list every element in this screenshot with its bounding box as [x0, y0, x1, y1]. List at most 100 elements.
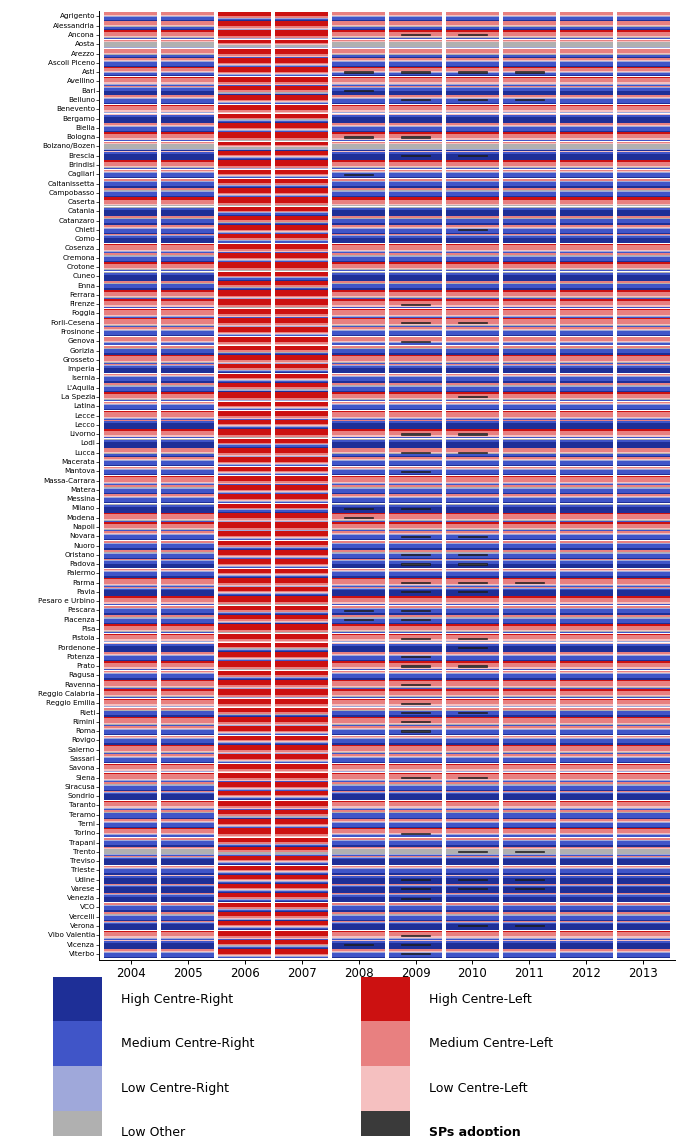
Bar [275, 225, 328, 229]
Bar [446, 257, 499, 260]
Bar [617, 368, 670, 374]
Bar [275, 72, 328, 73]
Bar [617, 635, 670, 640]
Bar [275, 189, 328, 192]
Bar [389, 640, 442, 641]
Bar [446, 869, 499, 874]
Bar [560, 110, 612, 111]
Bar [446, 476, 499, 477]
Bar [617, 700, 670, 704]
Bar [332, 482, 385, 483]
Bar [332, 886, 385, 887]
Bar [219, 427, 271, 428]
Bar [104, 528, 157, 529]
Bar [275, 45, 328, 47]
Bar [332, 89, 385, 91]
Bar [219, 95, 271, 100]
Bar [446, 139, 499, 140]
Bar [332, 66, 385, 67]
Bar [219, 799, 271, 800]
Bar [275, 133, 328, 137]
Bar [617, 424, 670, 429]
Bar [162, 152, 214, 154]
Bar [446, 244, 499, 245]
Bar [219, 917, 271, 918]
Text: High Centre-Left: High Centre-Left [429, 993, 532, 1005]
Bar [560, 736, 612, 737]
Bar [560, 315, 612, 316]
Bar [617, 236, 670, 237]
Bar [162, 393, 214, 398]
Bar [389, 250, 442, 251]
Bar [617, 386, 670, 391]
Bar [162, 858, 214, 860]
Bar [389, 540, 442, 541]
Bar [104, 345, 157, 348]
Bar [560, 382, 612, 383]
Bar [389, 440, 442, 442]
Bar [162, 613, 214, 615]
Bar [162, 77, 214, 78]
Bar [104, 296, 157, 298]
Bar [275, 857, 328, 860]
Bar [332, 374, 385, 376]
Bar [389, 819, 442, 821]
Bar [219, 690, 271, 694]
Bar [275, 563, 328, 565]
Bar [446, 289, 499, 290]
Bar [275, 894, 328, 897]
Bar [560, 27, 612, 30]
Bar [617, 89, 670, 91]
Bar [104, 876, 157, 878]
Bar [104, 932, 157, 936]
Bar [219, 198, 271, 202]
Bar [275, 694, 328, 696]
Bar [389, 361, 442, 362]
Bar [219, 573, 271, 575]
Bar [560, 73, 612, 75]
Bar [446, 95, 499, 97]
Bar [275, 438, 328, 443]
Bar [275, 20, 328, 26]
Bar [560, 494, 612, 496]
Bar [446, 22, 499, 25]
Bar [219, 327, 271, 332]
Bar [219, 133, 271, 137]
Bar [503, 461, 556, 465]
Bar [219, 127, 271, 128]
Bar [389, 711, 442, 716]
Bar [446, 920, 499, 921]
Bar [446, 762, 499, 763]
Bar [617, 513, 670, 515]
Bar [560, 309, 612, 310]
Bar [617, 822, 670, 827]
Bar [162, 953, 214, 957]
Bar [162, 189, 214, 190]
Bar [104, 667, 157, 669]
Bar [617, 630, 670, 632]
Bar [446, 910, 499, 912]
Bar [446, 754, 499, 757]
Bar [503, 335, 556, 336]
Bar [446, 47, 499, 48]
Bar [332, 858, 385, 860]
Bar [162, 916, 214, 920]
Bar [560, 412, 612, 417]
Bar [219, 371, 271, 373]
Bar [446, 169, 499, 172]
Bar [389, 932, 442, 936]
Bar [104, 253, 157, 254]
Bar [219, 722, 271, 725]
Bar [219, 144, 271, 147]
Bar [389, 377, 442, 382]
Bar [104, 763, 157, 765]
Bar [332, 198, 385, 200]
Bar [389, 27, 442, 30]
Bar [219, 939, 271, 944]
Bar [332, 630, 385, 632]
Bar [162, 932, 214, 936]
Bar [617, 103, 670, 105]
Bar [617, 640, 670, 641]
Bar [332, 290, 385, 292]
Bar [275, 680, 328, 685]
